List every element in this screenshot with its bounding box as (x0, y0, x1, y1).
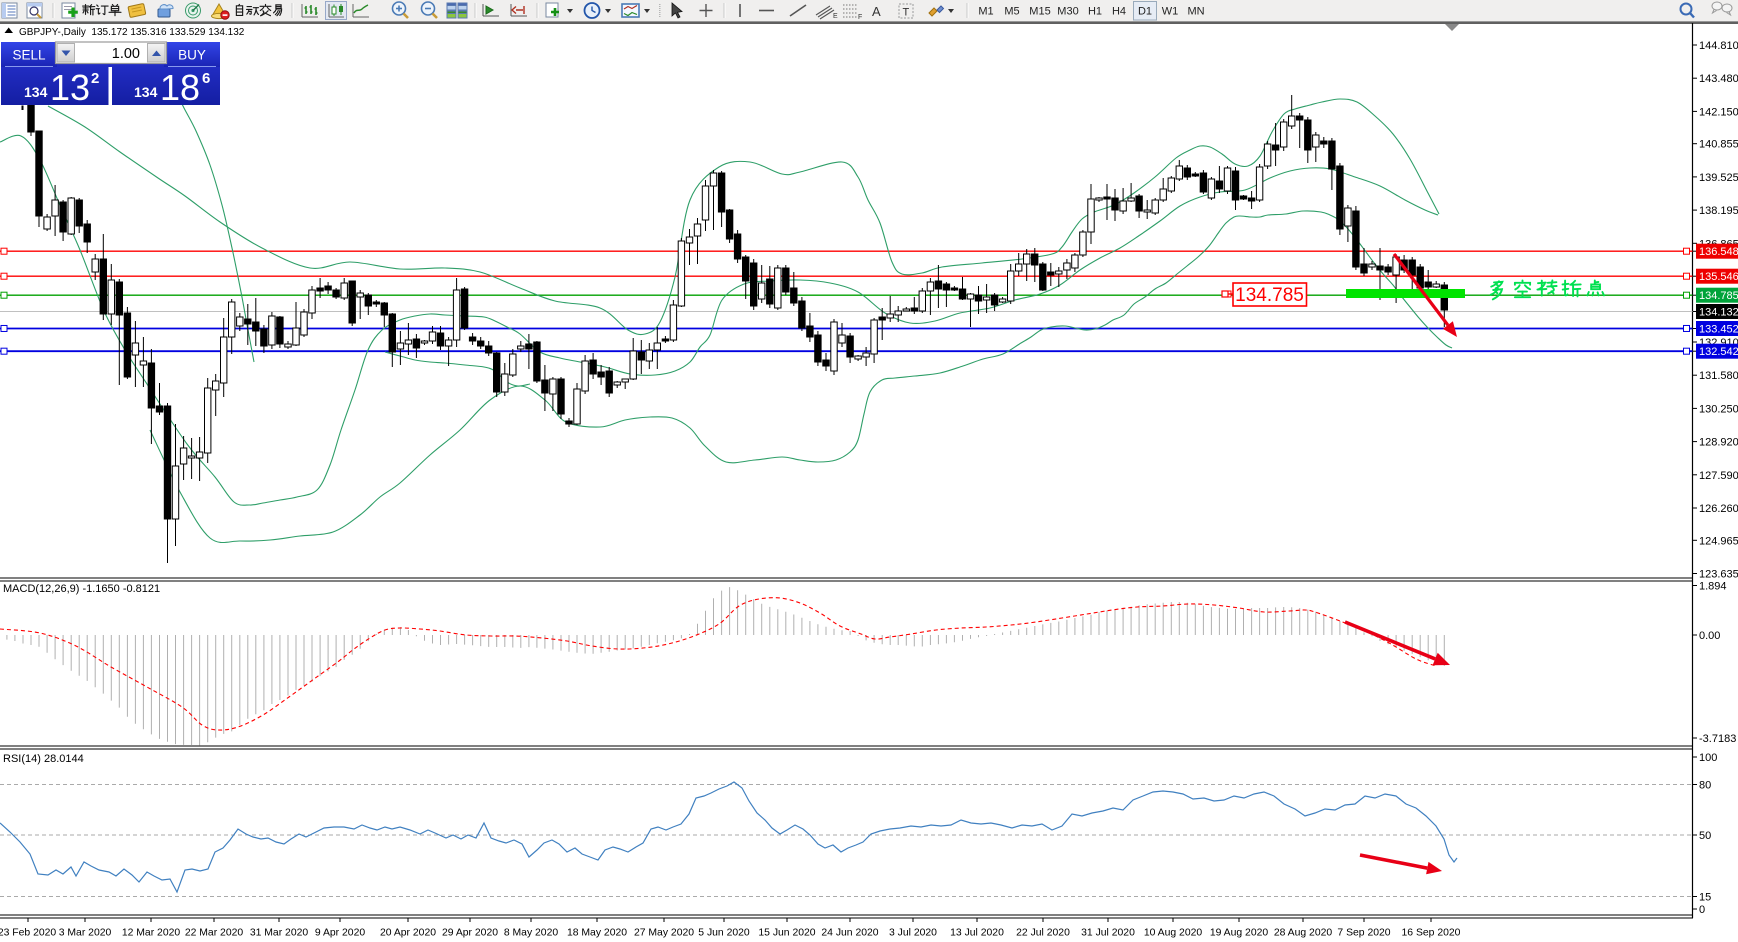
svg-text:5 Jun 2020: 5 Jun 2020 (698, 928, 750, 939)
svg-text:3 Jul 2020: 3 Jul 2020 (889, 928, 937, 939)
svg-text:H4: H4 (1112, 6, 1126, 18)
svg-text:7 Sep 2020: 7 Sep 2020 (1337, 928, 1390, 939)
svg-text:13: 13 (50, 67, 90, 108)
svg-text:10 Aug 2020: 10 Aug 2020 (1144, 928, 1203, 939)
svg-text:22 Mar 2020: 22 Mar 2020 (185, 928, 244, 939)
svg-text:H1: H1 (1088, 6, 1102, 18)
svg-text:31 Mar 2020: 31 Mar 2020 (250, 928, 309, 939)
svg-text:134.132: 134.132 (1699, 307, 1738, 319)
svg-text:135.546: 135.546 (1699, 271, 1738, 283)
svg-text:6: 6 (202, 70, 210, 87)
svg-text:134: 134 (134, 84, 158, 100)
svg-text:1.00: 1.00 (112, 46, 140, 62)
svg-text:W1: W1 (1162, 6, 1179, 18)
svg-text:31 Jul 2020: 31 Jul 2020 (1081, 928, 1135, 939)
svg-text:12 Mar 2020: 12 Mar 2020 (122, 928, 181, 939)
svg-text:18 May 2020: 18 May 2020 (567, 928, 627, 939)
svg-text:E: E (833, 13, 838, 20)
svg-text:27 May 2020: 27 May 2020 (634, 928, 694, 939)
svg-text:22 Jul 2020: 22 Jul 2020 (1016, 928, 1070, 939)
svg-text:123.635: 123.635 (1699, 569, 1738, 581)
svg-text:134.785: 134.785 (1235, 285, 1304, 306)
svg-text:BUY: BUY (178, 48, 206, 63)
svg-text:132.542: 132.542 (1699, 346, 1738, 358)
svg-text:15: 15 (1699, 892, 1711, 904)
svg-text:A: A (872, 4, 881, 19)
svg-text:0.00: 0.00 (1699, 630, 1720, 642)
svg-text:24 Jun 2020: 24 Jun 2020 (821, 928, 878, 939)
svg-text:9 Apr 2020: 9 Apr 2020 (315, 928, 365, 939)
svg-text:29 Apr 2020: 29 Apr 2020 (442, 928, 498, 939)
svg-text:20 Apr 2020: 20 Apr 2020 (380, 928, 436, 939)
svg-text:100: 100 (1699, 752, 1717, 764)
svg-text:M5: M5 (1004, 6, 1019, 18)
svg-text:MACD(12,26,9) -1.1650 -0.8121: MACD(12,26,9) -1.1650 -0.8121 (3, 583, 160, 595)
svg-text:138.195: 138.195 (1699, 205, 1738, 217)
svg-text:134.785: 134.785 (1699, 290, 1738, 302)
svg-text:134: 134 (24, 84, 48, 100)
svg-text:M15: M15 (1029, 6, 1050, 18)
svg-text:50: 50 (1699, 830, 1711, 842)
svg-text:D1: D1 (1138, 6, 1152, 18)
svg-text:3 Mar 2020: 3 Mar 2020 (59, 928, 112, 939)
svg-text:143.480: 143.480 (1699, 73, 1738, 85)
svg-text:131.580: 131.580 (1699, 370, 1738, 382)
svg-text:19 Aug 2020: 19 Aug 2020 (1210, 928, 1269, 939)
svg-text:18: 18 (160, 67, 200, 108)
svg-text:144.810: 144.810 (1699, 40, 1738, 52)
svg-text:140.855: 140.855 (1699, 139, 1738, 151)
svg-text:124.965: 124.965 (1699, 535, 1738, 547)
svg-text:T: T (903, 7, 910, 19)
svg-text:15 Jun 2020: 15 Jun 2020 (758, 928, 815, 939)
svg-text:M1: M1 (978, 6, 993, 18)
svg-text:M30: M30 (1057, 6, 1078, 18)
svg-text:127.590: 127.590 (1699, 470, 1738, 482)
svg-text:126.260: 126.260 (1699, 503, 1738, 515)
svg-text:-3.7183: -3.7183 (1699, 733, 1736, 745)
svg-text:MN: MN (1187, 6, 1204, 18)
svg-text:23 Feb 2020: 23 Feb 2020 (0, 928, 56, 939)
svg-text:28 Aug 2020: 28 Aug 2020 (1274, 928, 1333, 939)
svg-text:142.150: 142.150 (1699, 106, 1738, 118)
svg-text:2: 2 (91, 70, 99, 87)
svg-text:13 Jul 2020: 13 Jul 2020 (950, 928, 1004, 939)
svg-text:16 Sep 2020: 16 Sep 2020 (1402, 928, 1461, 939)
svg-text:130.250: 130.250 (1699, 403, 1738, 415)
svg-text:RSI(14) 28.0144: RSI(14) 28.0144 (3, 753, 84, 765)
svg-text:133.452: 133.452 (1699, 324, 1738, 336)
svg-text:1.894: 1.894 (1699, 581, 1727, 593)
svg-text:0: 0 (1699, 904, 1705, 916)
svg-text:139.525: 139.525 (1699, 172, 1738, 184)
svg-text:SELL: SELL (12, 48, 46, 63)
svg-text:80: 80 (1699, 780, 1711, 792)
svg-text:F: F (858, 14, 862, 21)
svg-text:136.548: 136.548 (1699, 246, 1738, 258)
svg-text:GBPJPY-,Daily 135.172 135.316: GBPJPY-,Daily 135.172 135.316 133.529 13… (19, 27, 245, 38)
svg-text:128.920: 128.920 (1699, 437, 1738, 449)
svg-text:8 May 2020: 8 May 2020 (504, 928, 559, 939)
